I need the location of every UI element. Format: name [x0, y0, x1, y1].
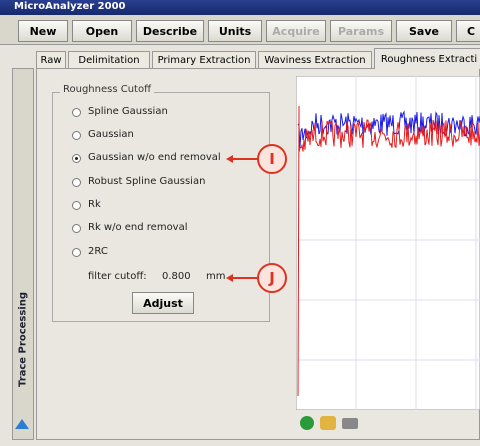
signal-red — [297, 105, 480, 397]
toolbar-button[interactable]: Describe — [136, 20, 204, 42]
group-title: Roughness Cutoff — [60, 84, 154, 95]
radio-button[interactable] — [72, 154, 81, 163]
group-box — [52, 92, 270, 322]
callout-arrowhead — [226, 274, 233, 282]
window-title: MicroAnalyzer 2000 — [14, 1, 126, 12]
radio-label[interactable]: Rk — [88, 199, 101, 210]
side-strip: Trace Processing — [12, 68, 34, 440]
filter-label: filter cutoff: — [88, 271, 147, 282]
radio-button[interactable] — [72, 131, 81, 140]
radio-label[interactable]: 2RC — [88, 246, 108, 257]
icon-print[interactable] — [342, 418, 358, 429]
toolbar-button: Acquire — [266, 20, 326, 42]
filter-value[interactable]: 0.800 — [162, 271, 191, 282]
toolbar-button: Params — [330, 20, 392, 42]
adjust-button[interactable]: Adjust — [132, 292, 194, 314]
tab[interactable]: Delimitation — [68, 51, 150, 68]
tab[interactable]: Waviness Extraction — [258, 51, 372, 68]
toolbar-button[interactable]: Units — [208, 20, 262, 42]
toolbar-button[interactable]: Save — [396, 20, 452, 42]
radio-button[interactable] — [72, 224, 81, 233]
callout-arrow — [232, 158, 258, 160]
title-bar: MicroAnalyzer 2000 — [0, 0, 480, 15]
radio-button[interactable] — [72, 248, 81, 257]
toolbar-button[interactable]: New — [18, 20, 68, 42]
callout-arrow — [232, 277, 258, 279]
callout-arrowhead — [226, 155, 233, 163]
radio-label[interactable]: Robust Spline Gaussian — [88, 176, 206, 187]
radio-label[interactable]: Rk w/o end removal — [88, 222, 188, 233]
radio-button[interactable] — [72, 178, 81, 187]
radio-label[interactable]: Spline Gaussian — [88, 106, 168, 117]
icon-tool[interactable] — [320, 416, 336, 430]
filter-unit: mm — [206, 271, 226, 282]
radio-label[interactable]: Gaussian w/o end removal — [88, 152, 221, 163]
plot — [296, 76, 480, 410]
tab[interactable]: Roughness Extracti — [374, 48, 480, 69]
radio-button[interactable] — [72, 108, 81, 117]
tab[interactable]: Primary Extraction — [152, 51, 256, 68]
toolbar-button[interactable]: C — [456, 20, 480, 42]
tab[interactable]: Raw — [36, 51, 66, 68]
side-label[interactable]: Trace Processing — [17, 291, 29, 388]
toolbar-button[interactable]: Open — [72, 20, 132, 42]
side-arrow[interactable] — [15, 419, 29, 429]
radio-button[interactable] — [72, 201, 81, 210]
callout: J — [257, 263, 287, 293]
icon-refresh[interactable] — [300, 416, 314, 430]
radio-label[interactable]: Gaussian — [88, 129, 134, 140]
callout: I — [257, 144, 287, 174]
